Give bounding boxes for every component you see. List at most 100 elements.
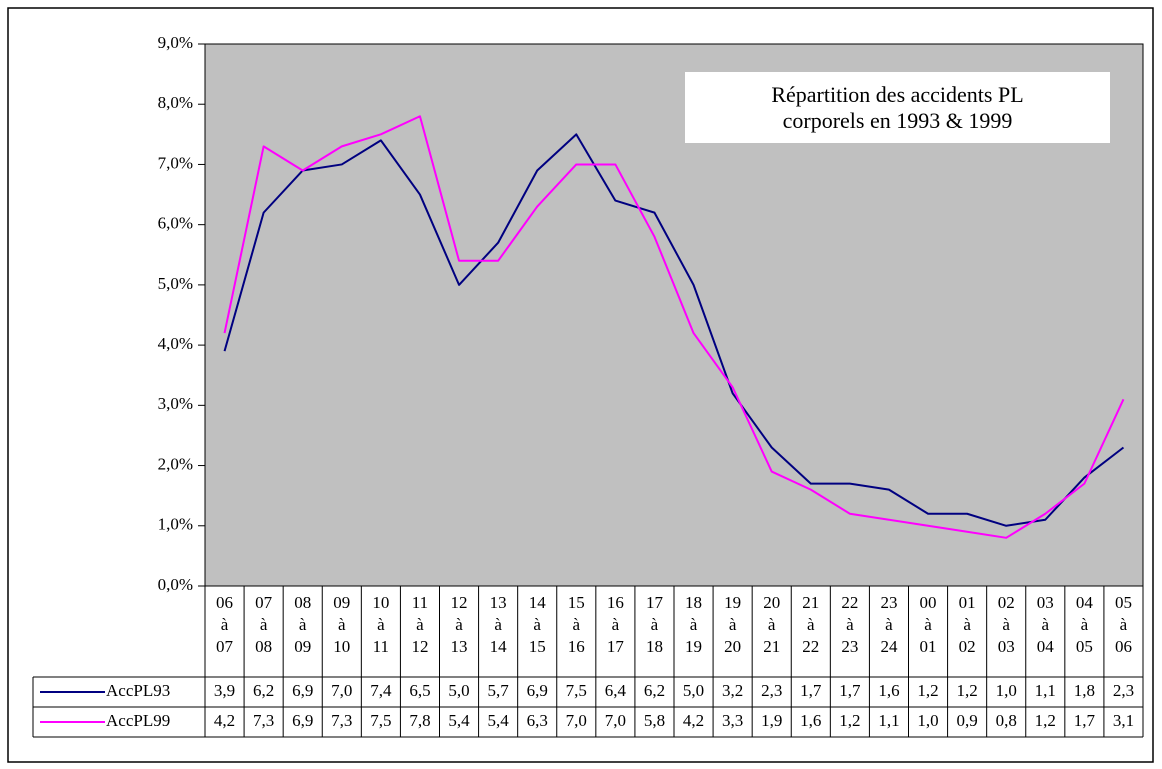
x-tick-label: 17 à 18 [635, 592, 674, 658]
x-tick-label: 23 à 24 [869, 592, 908, 658]
y-tick-label: 7,0% [158, 153, 193, 172]
data-label: 7,5 [370, 711, 391, 730]
data-label: 1,6 [800, 711, 821, 730]
data-label: 3,1 [1113, 711, 1134, 730]
x-tick-label-text: 00 à 01 [919, 593, 937, 656]
data-label: 1,8 [1074, 681, 1095, 700]
data-label: 5,8 [644, 711, 665, 730]
x-tick-label-text: 04 à 05 [1075, 593, 1093, 656]
data-label: 1,0 [917, 711, 938, 730]
series-line [223, 115, 1125, 539]
data-label: 1,7 [800, 681, 822, 700]
data-label: 6,2 [644, 681, 665, 700]
data-label: 4,2 [214, 711, 235, 730]
y-tick-label: 0,0% [158, 575, 193, 594]
data-label: 1,1 [878, 711, 899, 730]
x-tick-label: 15 à 16 [557, 592, 596, 658]
data-label: 0,9 [957, 711, 978, 730]
data-label: 7,3 [253, 711, 274, 730]
data-label: 1,2 [917, 681, 938, 700]
data-label: 5,4 [488, 711, 510, 730]
x-tick-label: 02 à 03 [987, 592, 1026, 658]
data-label: 7,0 [566, 711, 587, 730]
data-label: 6,9 [292, 681, 313, 700]
x-tick-label: 08 à 09 [283, 592, 322, 658]
data-label: 5,7 [488, 681, 510, 700]
y-tick-label: 4,0% [158, 334, 193, 353]
x-tick-label: 07 à 08 [244, 592, 283, 658]
data-label: 1,0 [996, 681, 1017, 700]
x-tick-label-text: 07 à 08 [255, 593, 273, 656]
legend-label: AccPL99 [106, 711, 170, 730]
y-tick-label: 2,0% [158, 454, 193, 473]
y-tick-label: 6,0% [158, 214, 193, 233]
x-tick-label: 12 à 13 [440, 592, 479, 658]
y-tick-label: 5,0% [158, 274, 193, 293]
data-label: 3,9 [214, 681, 235, 700]
x-tick-label: 21 à 22 [791, 592, 830, 658]
data-label: 1,2 [957, 681, 978, 700]
data-label: 6,3 [527, 711, 548, 730]
x-tick-label-text: 17 à 18 [645, 593, 663, 656]
data-label: 2,3 [761, 681, 782, 700]
data-label: 7,0 [331, 681, 352, 700]
x-tick-label-text: 12 à 13 [450, 593, 468, 656]
x-tick-label-text: 19 à 20 [724, 593, 742, 656]
x-tick-label-text: 09 à 10 [333, 593, 351, 656]
x-tick-label: 01 à 02 [948, 592, 987, 658]
chart-title-text: Répartition des accidents PL corporels e… [771, 81, 1024, 133]
data-label: 7,5 [566, 681, 587, 700]
data-label: 3,2 [722, 681, 743, 700]
data-label: 5,4 [448, 711, 470, 730]
x-tick-label: 00 à 01 [909, 592, 948, 658]
series-line [223, 133, 1125, 527]
x-tick-label: 13 à 14 [479, 592, 518, 658]
data-label: 2,3 [1113, 681, 1134, 700]
x-tick-label-text: 01 à 02 [958, 593, 976, 656]
x-tick-label-text: 02 à 03 [997, 593, 1015, 656]
data-label: 7,8 [409, 711, 430, 730]
x-tick-label-text: 15 à 16 [567, 593, 585, 656]
data-label: 5,0 [448, 681, 469, 700]
legend-label: AccPL93 [106, 681, 170, 700]
data-label: 6,4 [605, 681, 627, 700]
x-tick-label: 06 à 07 [205, 592, 244, 658]
data-label: 6,5 [409, 681, 430, 700]
x-tick-label-text: 16 à 17 [606, 593, 624, 656]
x-tick-label-text: 06 à 07 [216, 593, 234, 656]
data-label: 7,3 [331, 711, 352, 730]
y-tick-label: 8,0% [158, 93, 193, 112]
x-tick-label-text: 21 à 22 [802, 593, 820, 656]
data-label: 3,3 [722, 711, 743, 730]
x-tick-label: 10 à 11 [361, 592, 400, 658]
y-tick-label: 3,0% [158, 394, 193, 413]
x-tick-label-text: 22 à 23 [841, 593, 859, 656]
data-label: 1,9 [761, 711, 782, 730]
x-tick-label-text: 14 à 15 [528, 593, 546, 656]
x-tick-label-text: 11 à 12 [411, 593, 429, 656]
x-tick-label: 11 à 12 [400, 592, 439, 658]
data-label: 6,2 [253, 681, 274, 700]
x-tick-label: 03 à 04 [1026, 592, 1065, 658]
data-label: 1,6 [878, 681, 899, 700]
x-tick-label: 16 à 17 [596, 592, 635, 658]
data-label: 7,4 [370, 681, 392, 700]
data-label: 1,7 [839, 681, 861, 700]
data-label: 0,8 [996, 711, 1017, 730]
y-tick-label: 1,0% [158, 515, 193, 534]
data-label: 6,9 [292, 711, 313, 730]
data-label: 1,2 [839, 711, 860, 730]
x-tick-label-text: 13 à 14 [489, 593, 507, 656]
x-tick-label: 04 à 05 [1065, 592, 1104, 658]
x-tick-label: 19 à 20 [713, 592, 752, 658]
x-tick-label: 22 à 23 [830, 592, 869, 658]
x-tick-label: 20 à 21 [752, 592, 791, 658]
data-label: 1,1 [1035, 681, 1056, 700]
x-tick-label: 14 à 15 [518, 592, 557, 658]
data-label: 5,0 [683, 681, 704, 700]
data-label: 1,2 [1035, 711, 1056, 730]
data-label: 6,9 [527, 681, 548, 700]
x-tick-label: 05 à 06 [1104, 592, 1143, 658]
data-label: 7,0 [605, 711, 626, 730]
